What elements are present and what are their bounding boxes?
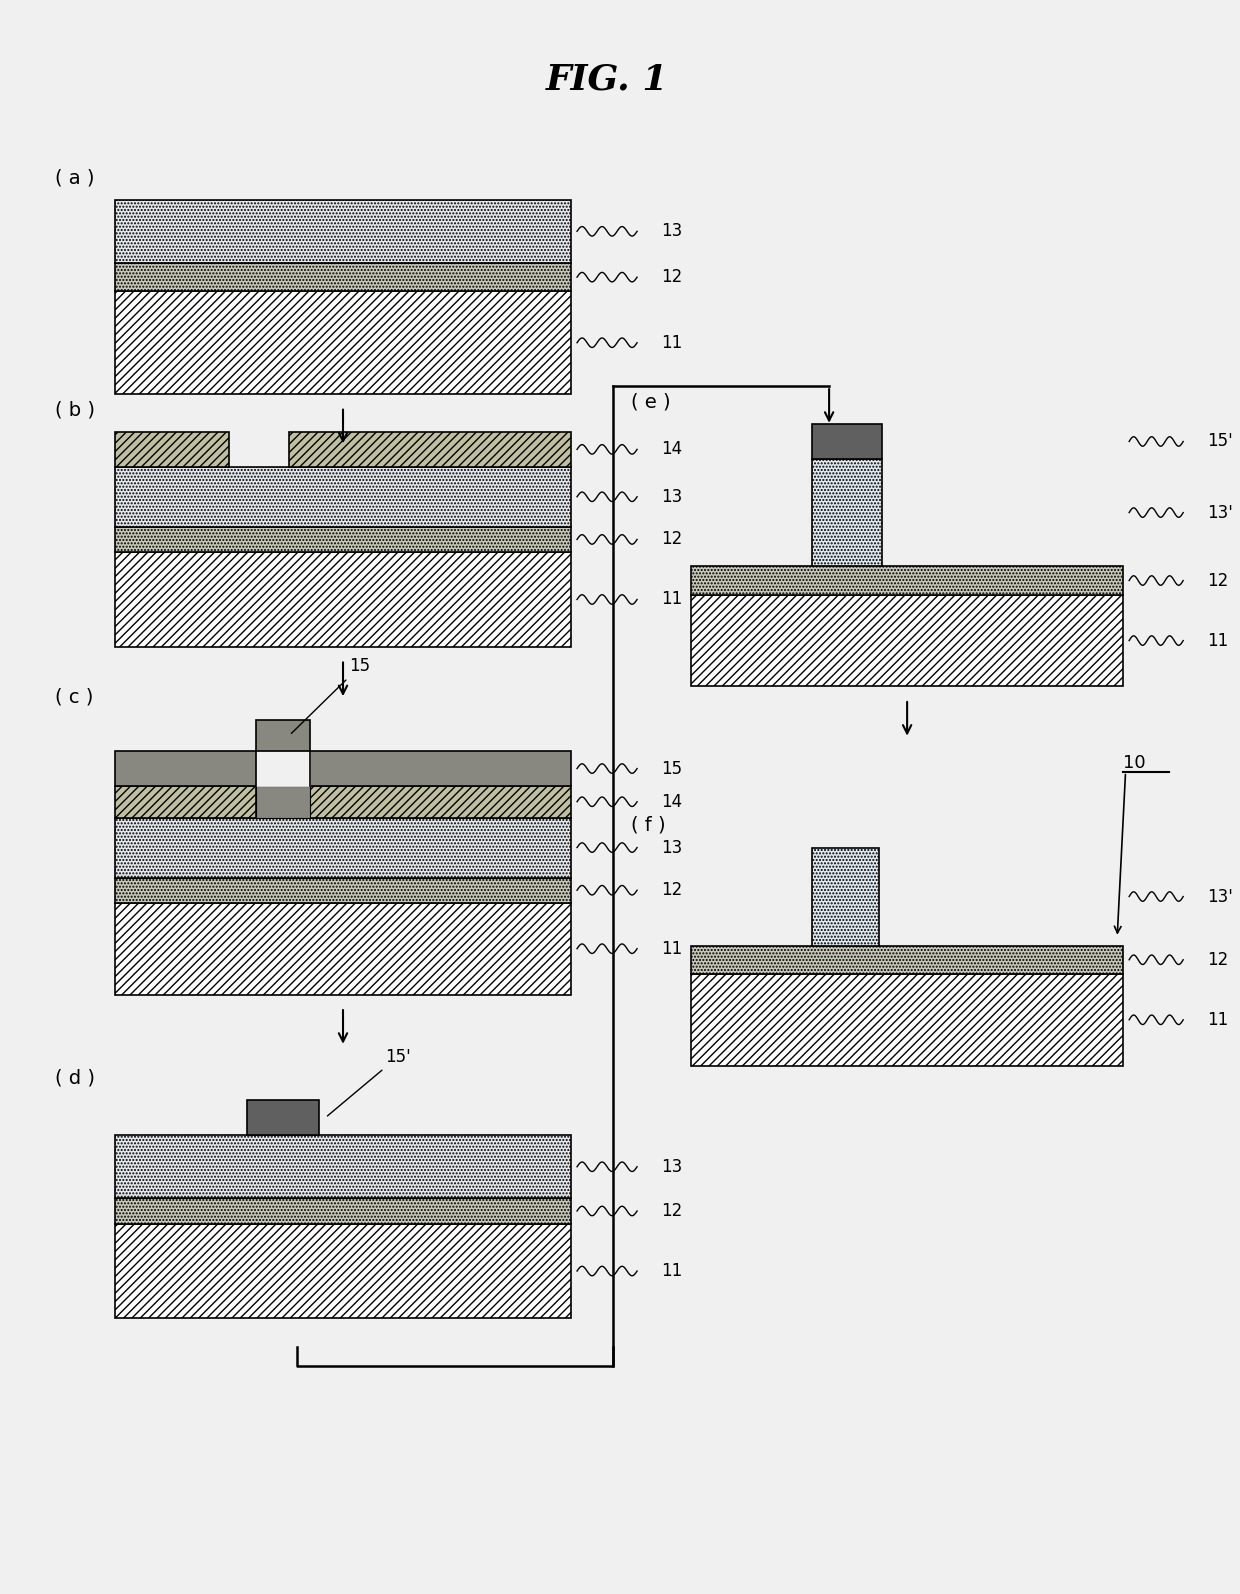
Bar bbox=[115, 878, 572, 902]
Text: ( b ): ( b ) bbox=[55, 400, 95, 419]
Bar bbox=[812, 424, 882, 459]
Bar bbox=[115, 751, 572, 786]
Bar bbox=[115, 786, 257, 818]
Bar bbox=[115, 818, 572, 878]
Bar bbox=[691, 595, 1123, 687]
Text: 12: 12 bbox=[661, 1202, 682, 1219]
Bar bbox=[812, 459, 882, 566]
Text: 15: 15 bbox=[291, 657, 371, 733]
Bar bbox=[115, 467, 572, 526]
Bar bbox=[257, 719, 310, 751]
Text: 11: 11 bbox=[661, 333, 682, 352]
Text: 11: 11 bbox=[1208, 1011, 1229, 1028]
Bar bbox=[310, 786, 572, 818]
Text: ( d ): ( d ) bbox=[55, 1068, 95, 1087]
Bar bbox=[257, 786, 310, 818]
Text: 11: 11 bbox=[661, 590, 682, 609]
Bar bbox=[247, 1100, 319, 1135]
Text: 12: 12 bbox=[661, 881, 682, 899]
Text: 15': 15' bbox=[1208, 432, 1233, 451]
Text: 13: 13 bbox=[661, 1157, 682, 1176]
Bar bbox=[115, 199, 572, 263]
Bar bbox=[115, 1135, 572, 1199]
Text: 13: 13 bbox=[661, 488, 682, 505]
Bar bbox=[691, 945, 1123, 974]
Text: 11: 11 bbox=[661, 940, 682, 958]
Bar bbox=[115, 902, 572, 995]
Bar bbox=[115, 1224, 572, 1318]
Bar bbox=[115, 292, 572, 394]
Text: ( f ): ( f ) bbox=[631, 816, 666, 835]
Bar bbox=[115, 526, 572, 552]
Text: 13: 13 bbox=[661, 838, 682, 856]
Text: 11: 11 bbox=[1208, 631, 1229, 650]
Bar bbox=[257, 751, 310, 786]
Text: 13': 13' bbox=[1208, 888, 1233, 905]
Text: ( e ): ( e ) bbox=[631, 392, 671, 411]
Text: 12: 12 bbox=[1208, 950, 1229, 969]
Bar bbox=[691, 974, 1123, 1066]
Text: 14: 14 bbox=[661, 440, 682, 459]
Text: 10: 10 bbox=[1123, 754, 1146, 771]
Text: 12: 12 bbox=[1208, 572, 1229, 590]
Text: ( a ): ( a ) bbox=[55, 167, 94, 186]
Bar bbox=[115, 552, 572, 647]
Bar bbox=[289, 432, 572, 467]
Bar bbox=[691, 566, 1123, 595]
Text: FIG. 1: FIG. 1 bbox=[546, 62, 668, 96]
Bar bbox=[812, 848, 879, 945]
Text: 13': 13' bbox=[1208, 504, 1233, 521]
Bar bbox=[115, 263, 572, 292]
Bar bbox=[115, 1199, 572, 1224]
Text: 12: 12 bbox=[661, 268, 682, 287]
Text: 14: 14 bbox=[661, 792, 682, 811]
Text: ( c ): ( c ) bbox=[55, 689, 93, 706]
Text: 15': 15' bbox=[327, 1047, 410, 1116]
Text: 13: 13 bbox=[661, 222, 682, 241]
Bar bbox=[115, 432, 229, 467]
Text: 11: 11 bbox=[661, 1262, 682, 1280]
Text: 12: 12 bbox=[661, 531, 682, 548]
Text: 15: 15 bbox=[661, 760, 682, 778]
